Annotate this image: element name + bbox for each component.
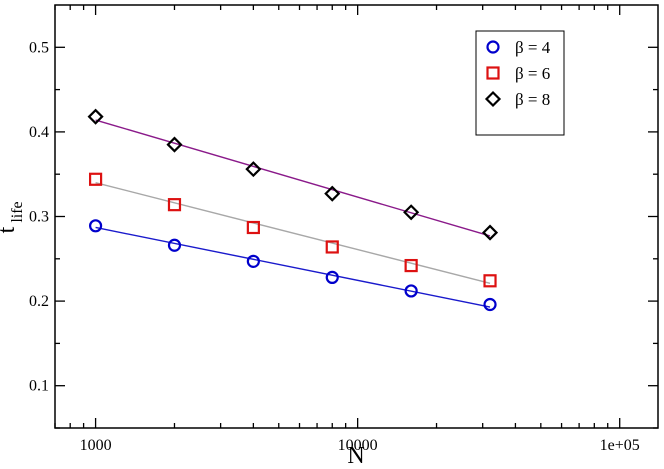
legend-box	[475, 30, 565, 136]
data-point-series-1	[325, 270, 339, 285]
fit-line-series-1	[95, 226, 491, 308]
y-axis: 0.1 0.2 0.3 0.4 0.5	[29, 39, 658, 429]
data-point-series-3	[324, 185, 341, 202]
legend-label-series-3: β = 8	[515, 90, 550, 109]
y-tick-label: 0.5	[29, 39, 49, 56]
x-axis-title: N	[347, 443, 364, 469]
y-tick-label: 0.2	[29, 293, 49, 310]
data-point-series-3	[87, 108, 104, 125]
data-point-series-2	[246, 220, 260, 235]
fit-line-series-3	[95, 119, 491, 237]
data-markers	[87, 108, 499, 312]
y-axis-title-main: t	[0, 226, 20, 233]
legend-label-series-1: β = 4	[515, 38, 551, 57]
legend: β = 4 β = 6 β = 8	[475, 30, 565, 136]
x-tick-label: 10000	[338, 437, 378, 454]
data-point-series-2	[167, 198, 182, 212]
x-tick-label: 1e+05	[600, 437, 640, 454]
y-tick-label: 0.1	[29, 378, 49, 395]
plot-frame	[54, 4, 659, 429]
data-point-series-2	[404, 258, 418, 273]
legend-marker-series-2	[486, 66, 500, 80]
data-point-series-1	[88, 219, 103, 233]
x-axis: 1000 10000 1e+05	[54, 5, 640, 454]
data-point-series-2	[483, 274, 497, 288]
data-point-series-1	[404, 284, 418, 298]
data-point-series-3	[166, 136, 183, 153]
data-point-series-3	[481, 224, 499, 241]
data-point-series-1	[483, 297, 497, 312]
data-point-series-2	[325, 240, 339, 254]
data-point-series-3	[403, 204, 420, 221]
legend-marker-series-1	[486, 40, 500, 54]
data-point-series-1	[246, 254, 260, 268]
data-point-series-1	[167, 238, 182, 252]
x-tick-label: 1000	[80, 437, 112, 454]
legend-label-series-2: β = 6	[515, 64, 550, 83]
y-axis-title-subscript: life	[9, 201, 26, 222]
fit-lines	[95, 119, 491, 308]
legend-marker-series-3	[484, 90, 502, 108]
data-point-series-2	[88, 172, 103, 186]
y-tick-label: 0.4	[29, 124, 49, 141]
fit-line-series-2	[95, 181, 491, 285]
data-point-series-3	[245, 161, 262, 178]
y-axis-title: t life	[0, 201, 26, 233]
y-tick-label: 0.3	[29, 209, 49, 226]
